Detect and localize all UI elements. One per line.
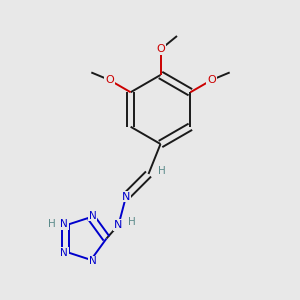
Text: O: O [156, 44, 165, 55]
Text: O: O [207, 75, 216, 85]
Text: N: N [88, 211, 96, 220]
Text: H: H [48, 219, 56, 229]
Text: N: N [122, 191, 130, 202]
Text: N: N [88, 256, 96, 266]
Text: H: H [128, 217, 136, 227]
Text: O: O [105, 75, 114, 85]
Text: H: H [158, 166, 166, 176]
Text: N: N [60, 248, 68, 258]
Text: N: N [60, 219, 68, 229]
Text: N: N [114, 220, 123, 230]
